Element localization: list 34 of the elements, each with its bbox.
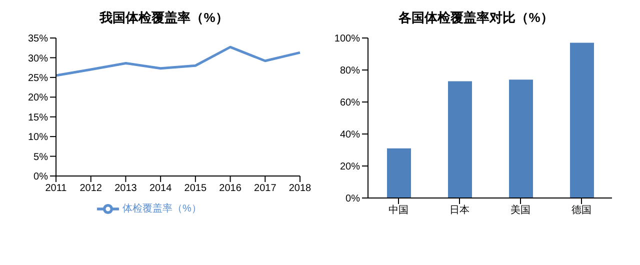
chart-title: 我国体检覆盖率（%）: [98, 9, 230, 27]
y-tick-label: 0%: [346, 194, 360, 205]
y-tick-label: 35%: [28, 34, 48, 45]
y-tick-label: 80%: [340, 66, 360, 77]
line-series: [54, 46, 302, 77]
bar: [387, 148, 411, 198]
x-tick-label: 2018: [288, 183, 312, 194]
legend-label: 体检覆盖率（%）: [122, 204, 202, 215]
y-tick-label: 60%: [340, 98, 360, 109]
x-tick-label: 2013: [114, 183, 138, 194]
x-tick-label: 美国: [510, 204, 530, 216]
bar: [570, 42, 594, 198]
y-tick-label: 25%: [28, 72, 48, 84]
y-tick-label: 30%: [28, 53, 48, 64]
y-tick-label: 100%: [334, 34, 360, 45]
y-tick-label: 15%: [28, 112, 48, 124]
y-tick-label: 40%: [340, 130, 360, 141]
x-tick-label: 中国: [388, 204, 408, 216]
y-tick-label: 5%: [34, 152, 48, 163]
y-tick-label: 0%: [34, 172, 48, 183]
bar: [448, 81, 472, 198]
x-tick-label: 2016: [219, 183, 242, 194]
y-tick-label: 20%: [28, 92, 48, 104]
x-tick-label: 德国: [572, 205, 592, 216]
x-tick-label: 2017: [254, 183, 277, 194]
x-tick-label: 2015: [184, 183, 207, 194]
x-tick-label: 日本: [450, 204, 470, 216]
y-tick-label: 10%: [28, 132, 48, 144]
x-tick-label: 2014: [149, 183, 172, 194]
x-tick-label: 2012: [80, 183, 102, 194]
chart-title: 各国体检覆盖率对比（%）: [398, 9, 554, 27]
bar: [509, 80, 533, 198]
y-tick-label: 20%: [340, 162, 360, 173]
x-tick-label: 2011: [45, 183, 68, 194]
